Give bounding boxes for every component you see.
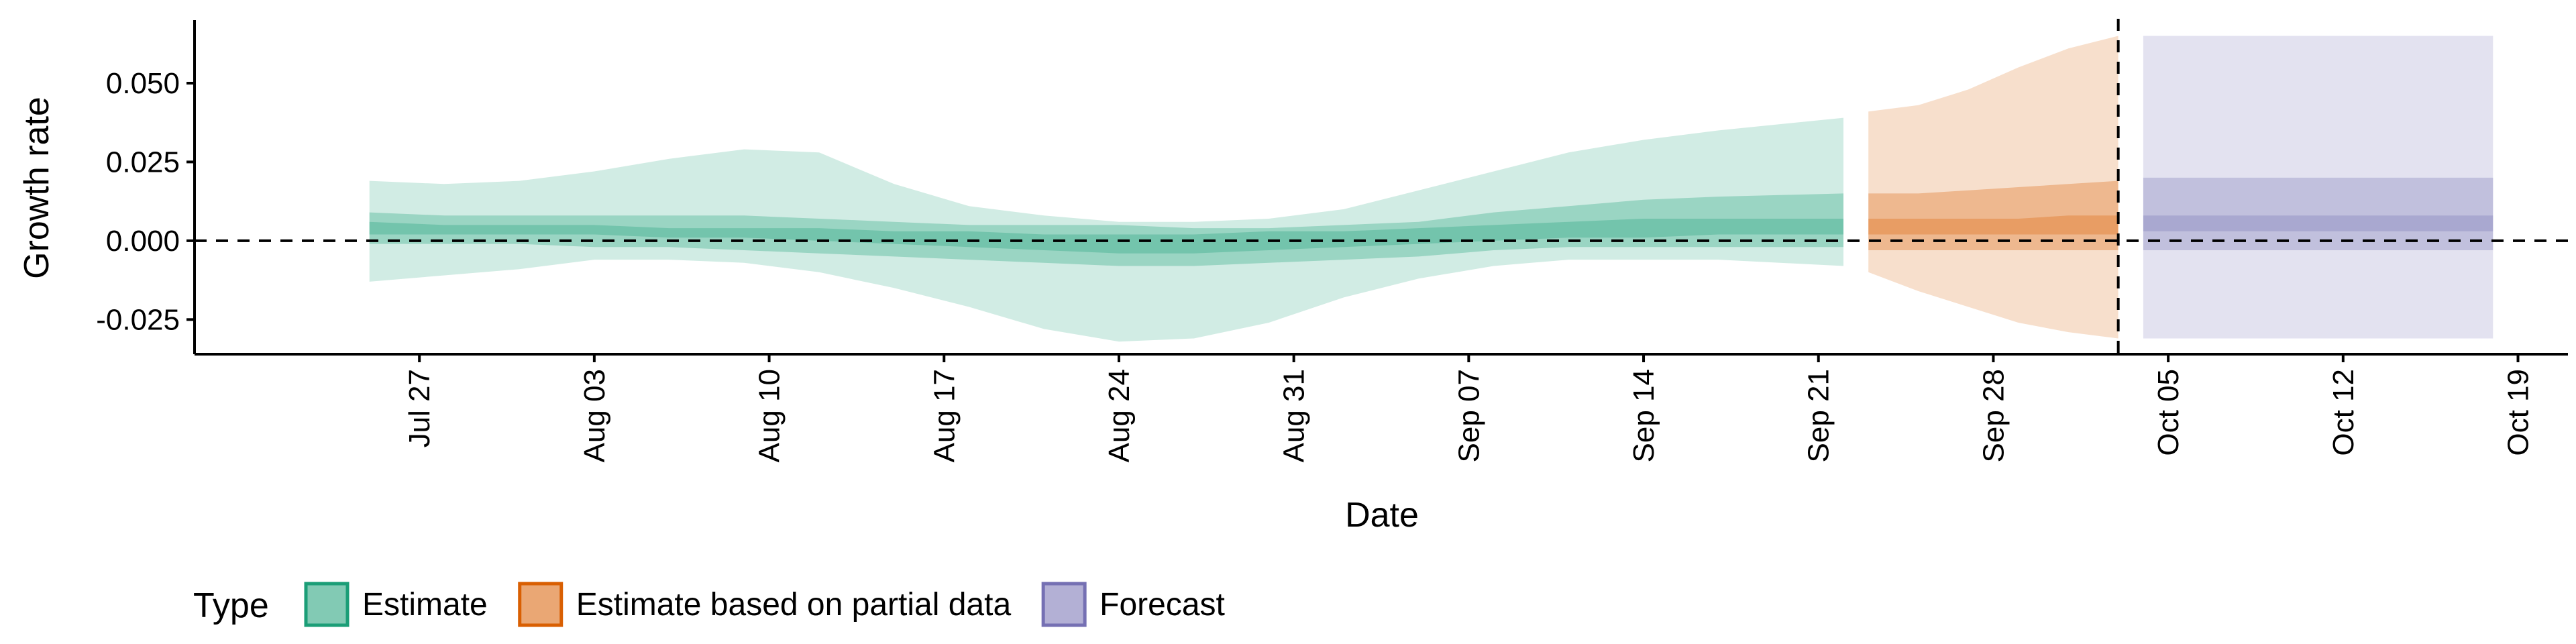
legend-title: Type	[193, 586, 269, 625]
estimate-band-90	[369, 117, 1844, 342]
y-axis-title: Growth rate	[17, 97, 56, 279]
x-tick-label: Aug 17	[928, 369, 961, 462]
y-tick-label: 0.025	[106, 146, 180, 178]
x-tick-label: Sep 14	[1627, 369, 1660, 462]
x-tick-label: Sep 21	[1803, 369, 1835, 462]
x-axis-title: Date	[1345, 496, 1419, 535]
legend-swatch-estimate-based-on-partial-data	[518, 582, 564, 627]
x-tick-label: Oct 19	[2502, 369, 2535, 456]
reference-lines	[195, 19, 2568, 354]
bands-layer	[369, 36, 2493, 342]
x-tick-label: Aug 10	[753, 369, 786, 462]
legend-label-forecast: Forecast	[1099, 587, 1225, 623]
x-tick-label: Oct 05	[2152, 369, 2185, 456]
forecast-band-90	[2143, 36, 2493, 339]
x-tick-labels: Jul 27 Aug 03 Aug 10 Aug 17 Aug 24 Aug 31 Sep …	[403, 369, 2534, 462]
y-tick-labels: 0.050 0.025 0.000 -0.025	[96, 67, 180, 336]
legend-items: Estimate Estimate based on partial data Fo…	[304, 582, 1225, 627]
y-tick-label: 0.050	[106, 67, 180, 100]
x-tick-label: Aug 03	[578, 369, 611, 462]
x-tick-label: Aug 24	[1103, 369, 1136, 462]
estimate-band-50	[369, 193, 1844, 266]
legend-swatch-forecast	[1041, 582, 1087, 627]
forecast-band-50	[2143, 177, 2493, 250]
x-tick-label: Oct 12	[2327, 369, 2360, 456]
estimate-based-on-partial-data-band-20	[1868, 215, 2118, 235]
x-tick-label: Sep 28	[1977, 369, 2010, 462]
estimate-based-on-partial-data-band-90	[1868, 36, 2118, 339]
x-tick-label: Aug 31	[1278, 369, 1311, 462]
legend: Type Estimate Estimate based on partial d…	[193, 582, 1225, 627]
legend-swatch-estimate	[304, 582, 350, 627]
x-tick-label: Jul 27	[403, 369, 436, 447]
legend-label-estimate: Estimate	[362, 587, 488, 623]
legend-label-estimate-based-on-partial-data: Estimate based on partial data	[576, 587, 1012, 623]
y-tick-label: 0.000	[106, 225, 180, 258]
y-tick-label: -0.025	[96, 303, 180, 336]
estimate-based-on-partial-data-band-50	[1868, 180, 2118, 250]
forecast-band-20	[2143, 215, 2493, 231]
x-tick-label: Sep 07	[1452, 369, 1485, 462]
axes	[186, 20, 2568, 362]
estimate-band-20	[369, 219, 1844, 254]
